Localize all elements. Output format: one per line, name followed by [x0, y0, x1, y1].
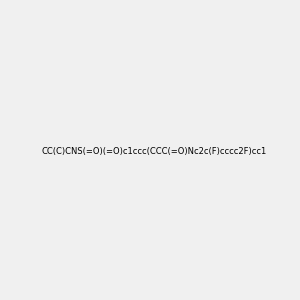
Text: CC(C)CNS(=O)(=O)c1ccc(CCC(=O)Nc2c(F)cccc2F)cc1: CC(C)CNS(=O)(=O)c1ccc(CCC(=O)Nc2c(F)cccc…	[41, 147, 266, 156]
